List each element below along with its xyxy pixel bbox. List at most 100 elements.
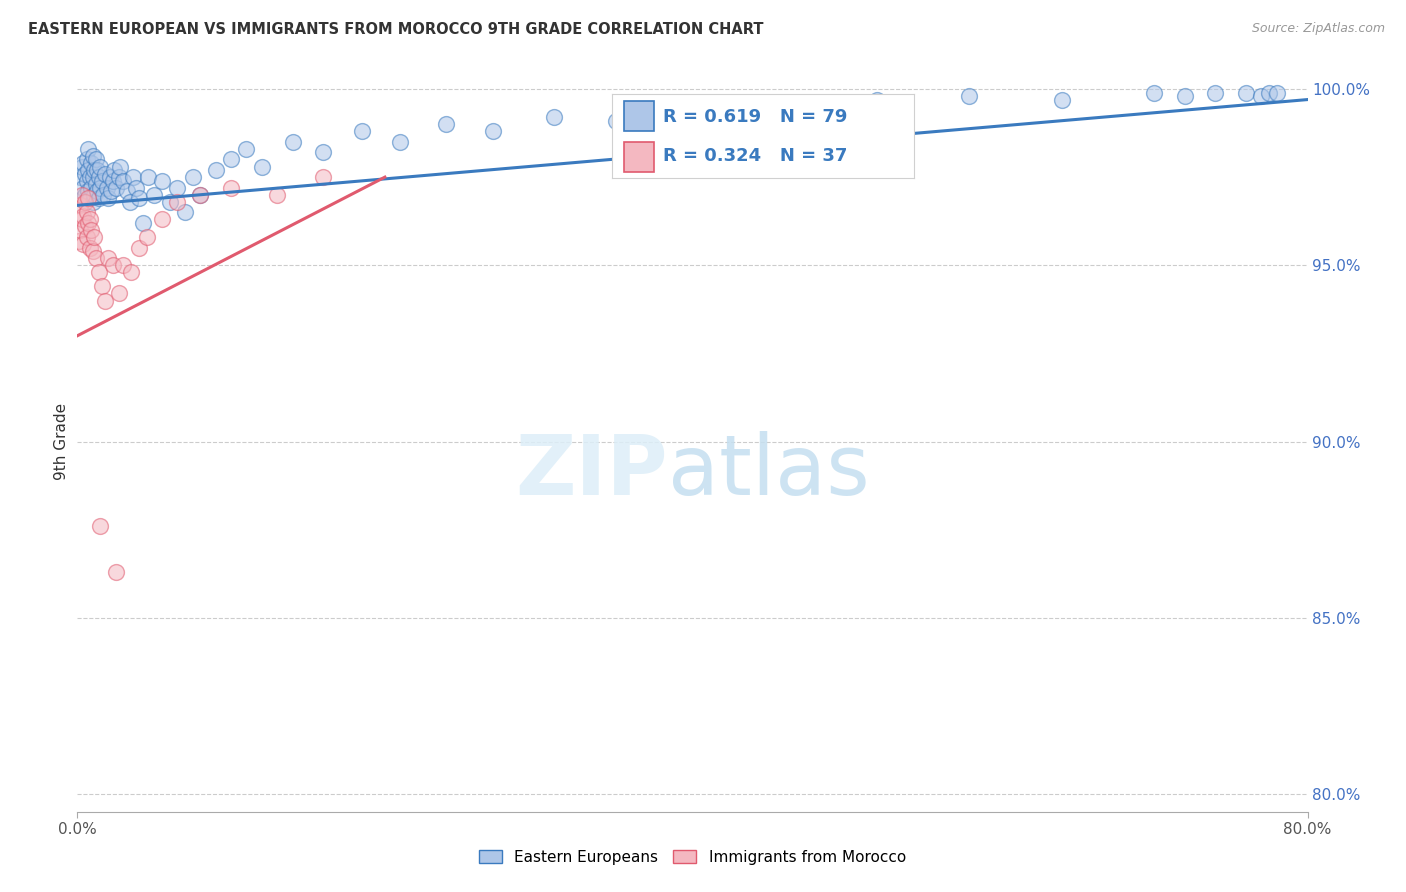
Point [1265, 86, 1288, 100]
Point [76, 230, 98, 244]
Point [87, 170, 110, 185]
Point [773, 96, 796, 111]
Point [89, 160, 111, 174]
Point [77, 216, 100, 230]
Point [132, 216, 155, 230]
Point [121, 170, 143, 185]
Point [1204, 86, 1226, 100]
Point [77, 184, 100, 198]
Point [97, 251, 120, 265]
Point [188, 187, 212, 202]
Point [70, 187, 93, 202]
Point [250, 160, 273, 174]
Point [72, 209, 94, 223]
Point [204, 163, 226, 178]
Point [866, 93, 889, 107]
Point [1258, 86, 1281, 100]
Point [77, 142, 100, 156]
Point [188, 187, 212, 202]
Point [82, 170, 104, 185]
Point [143, 187, 166, 202]
Point [72, 180, 94, 194]
Point [87, 191, 110, 205]
FancyBboxPatch shape [624, 102, 654, 131]
Point [93, 187, 115, 202]
Point [100, 184, 122, 198]
Point [89, 180, 111, 194]
Point [219, 180, 242, 194]
Point [94, 293, 117, 308]
Point [104, 565, 127, 579]
Point [436, 117, 458, 131]
Y-axis label: 9th Grade: 9th Grade [53, 403, 69, 480]
Point [86, 163, 108, 178]
Point [166, 180, 188, 194]
Point [108, 286, 131, 301]
Point [101, 258, 124, 272]
Point [174, 205, 197, 219]
Point [80, 180, 103, 194]
Text: R = 0.619   N = 79: R = 0.619 N = 79 [664, 108, 848, 126]
Text: EASTERN EUROPEAN VS IMMIGRANTS FROM MOROCCO 9TH GRADE CORRELATION CHART: EASTERN EUROPEAN VS IMMIGRANTS FROM MORO… [28, 22, 763, 37]
Point [83, 230, 105, 244]
Point [70, 160, 93, 174]
Point [136, 170, 159, 185]
Point [118, 194, 141, 209]
Point [104, 180, 127, 194]
Point [80, 223, 103, 237]
Point [80, 156, 103, 170]
Point [115, 184, 138, 198]
Legend: Eastern Europeans, Immigrants from Morocco: Eastern Europeans, Immigrants from Moroc… [472, 844, 912, 871]
Point [219, 153, 242, 167]
Point [82, 149, 104, 163]
Point [83, 187, 105, 202]
Point [350, 124, 373, 138]
Point [166, 194, 188, 209]
Point [266, 187, 288, 202]
Point [84, 153, 107, 167]
Point [77, 191, 100, 205]
Point [128, 241, 150, 255]
Point [97, 191, 120, 205]
Point [83, 163, 105, 178]
Point [72, 156, 94, 170]
Point [84, 251, 107, 265]
Point [76, 205, 98, 219]
Point [150, 174, 173, 188]
Point [682, 106, 704, 120]
Point [1234, 86, 1257, 100]
Point [1050, 93, 1073, 107]
Point [112, 174, 135, 188]
Point [79, 191, 101, 205]
FancyBboxPatch shape [624, 142, 654, 171]
Text: ZIP: ZIP [516, 431, 668, 512]
Point [69, 198, 91, 212]
Point [73, 167, 96, 181]
Point [86, 184, 108, 198]
Point [108, 170, 131, 185]
Point [605, 113, 627, 128]
Point [150, 212, 173, 227]
Point [181, 170, 204, 185]
Point [1143, 86, 1166, 100]
Point [84, 177, 107, 191]
Point [159, 194, 181, 209]
Point [112, 258, 135, 272]
Point [101, 174, 124, 188]
Point [73, 194, 96, 209]
Point [125, 180, 148, 194]
Point [128, 191, 150, 205]
Point [79, 212, 101, 227]
Point [281, 135, 304, 149]
Point [82, 244, 104, 259]
Point [312, 145, 335, 160]
Point [89, 519, 111, 533]
Point [79, 170, 101, 185]
Point [1174, 89, 1197, 103]
Point [90, 174, 114, 188]
Point [110, 160, 132, 174]
Point [94, 167, 117, 181]
Point [312, 170, 335, 185]
Point [73, 187, 96, 202]
Point [98, 170, 121, 185]
